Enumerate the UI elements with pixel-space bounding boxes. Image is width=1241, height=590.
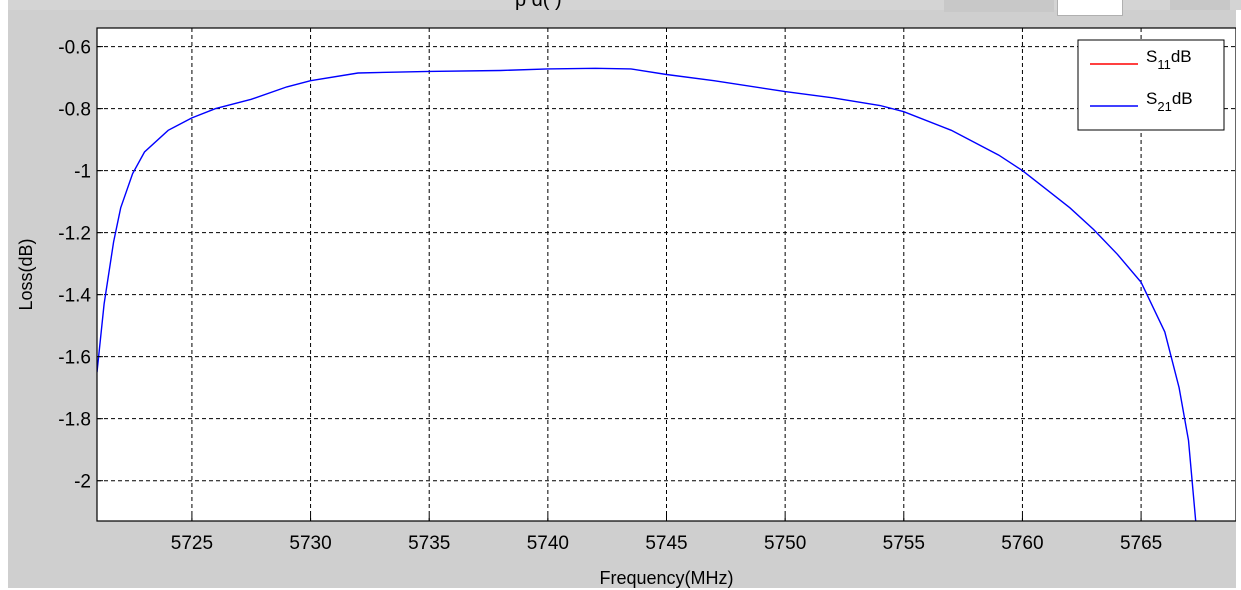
y-axis-label: Loss(dB) xyxy=(16,238,36,310)
x-tick-label: 5735 xyxy=(408,533,450,554)
series-group xyxy=(97,67,1197,521)
legend-label-s11db: S11dB xyxy=(1146,47,1192,72)
y-tick-label: -1.6 xyxy=(58,348,91,369)
title-fragment: p d( ) xyxy=(515,0,562,11)
figure-edge xyxy=(1236,10,1241,590)
y-tick-label: -1.2 xyxy=(58,224,91,245)
x-tick-label: 5725 xyxy=(171,533,213,554)
legend-box xyxy=(1077,39,1225,131)
y-tick-label: -0.8 xyxy=(58,100,91,121)
x-tick-label: 5760 xyxy=(1001,533,1043,554)
y-tick-label: -1.4 xyxy=(58,286,91,307)
toolbar-button[interactable] xyxy=(1170,0,1230,10)
axis-ticks: 5725 5730 5735 5740 5745 5750 5755 5760 5765 -0.6… xyxy=(58,38,1162,554)
figure-edge xyxy=(0,0,8,590)
series-line-s21db xyxy=(97,67,1197,521)
x-axis-label: Frequency(MHz) xyxy=(599,568,733,588)
legend-label-s21db: S21dB xyxy=(1146,89,1193,114)
x-tick-label: 5730 xyxy=(289,533,331,554)
toolbar-control[interactable] xyxy=(944,0,1054,12)
x-tick-label: 5740 xyxy=(527,533,569,554)
y-tick-label: -2 xyxy=(74,472,91,493)
y-tick-label: -0.6 xyxy=(58,38,91,59)
legend: S11dB S21dB xyxy=(1077,39,1225,131)
figure-toolbar-strip: p d( ) xyxy=(0,0,1241,16)
x-tick-label: 5745 xyxy=(645,533,687,554)
grid xyxy=(97,28,1236,521)
x-tick-label: 5765 xyxy=(1120,533,1162,554)
x-tick-label: 5755 xyxy=(883,533,925,554)
toolbar-input[interactable] xyxy=(1057,0,1123,16)
y-tick-label: -1.8 xyxy=(58,410,91,431)
x-tick-label: 5750 xyxy=(764,533,806,554)
figure-edge xyxy=(0,588,1241,590)
y-tick-label: -1 xyxy=(74,162,91,183)
